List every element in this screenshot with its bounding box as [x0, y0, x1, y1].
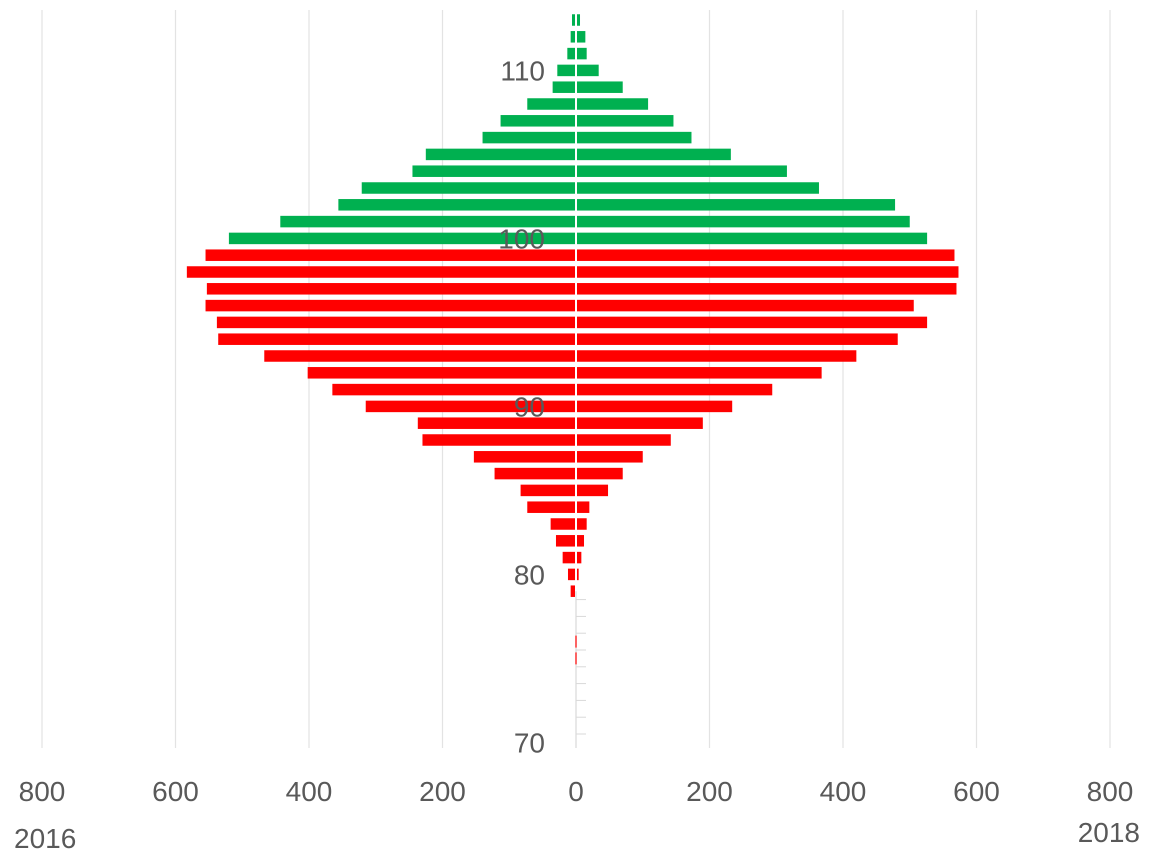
bar-2016-109 — [552, 81, 576, 93]
bar-2018-86 — [576, 467, 623, 480]
bar-2016-111 — [567, 47, 576, 60]
bar-2018-113 — [576, 14, 581, 26]
bar-2016-88 — [422, 434, 576, 446]
y-tick-label-2: 90 — [514, 391, 545, 422]
y-tick-labels: 70 80 90 100 110 — [498, 55, 545, 758]
bar-2018-102 — [576, 199, 896, 211]
bar-2018-96 — [576, 299, 914, 312]
bar-2018-106 — [576, 131, 692, 144]
x-tick-label-5: 200 — [686, 776, 733, 807]
bar-2016-92 — [307, 367, 576, 379]
bar-2016-83 — [550, 518, 576, 530]
bar-2016-80 — [567, 568, 576, 581]
bar-2016-107 — [500, 115, 576, 127]
right-series-label: 2018 — [1078, 817, 1140, 848]
bar-2018-91 — [576, 383, 773, 396]
bar-2018-108 — [576, 98, 649, 110]
bar-2018-95 — [576, 316, 928, 329]
x-tick-label-2: 400 — [286, 776, 333, 807]
bar-2016-93 — [264, 350, 576, 362]
x-tick-label-1: 600 — [152, 776, 199, 807]
x-tick-label-3: 200 — [419, 776, 466, 807]
bar-2018-111 — [576, 47, 587, 60]
bar-2016-81 — [562, 551, 576, 564]
bar-2016-95 — [216, 316, 576, 329]
bar-2016-105 — [425, 148, 576, 161]
x-tick-label-8: 800 — [1087, 776, 1134, 807]
bar-2018-109 — [576, 81, 623, 93]
y-tick-label-1: 80 — [514, 559, 545, 590]
bar-2016-86 — [494, 467, 576, 480]
bar-2016-103 — [361, 182, 576, 194]
bar-2016-89 — [417, 417, 576, 429]
bar-2018-88 — [576, 434, 671, 446]
bar-2016-101 — [280, 215, 576, 228]
bar-2018-107 — [576, 115, 674, 127]
x-tick-label-4: 0 — [568, 776, 584, 807]
x-tick-label-6: 400 — [820, 776, 867, 807]
y-tick-label-0: 70 — [514, 727, 545, 758]
bar-2018-89 — [576, 417, 703, 429]
bar-2016-102 — [338, 199, 576, 211]
bar-2018-101 — [576, 215, 910, 228]
bar-2016-85 — [520, 484, 576, 497]
x-tick-labels: 800 600 400 200 0 200 400 600 800 — [19, 776, 1134, 807]
bars-2016 — [186, 14, 576, 648]
bar-2016-91 — [332, 383, 576, 396]
bar-2016-79 — [570, 585, 576, 597]
bar-2016-96 — [205, 299, 576, 312]
bar-2018-98 — [576, 266, 959, 278]
bar-2018-85 — [576, 484, 609, 497]
bar-2016-108 — [527, 98, 576, 110]
bar-2016-90 — [365, 400, 576, 413]
bar-2018-99 — [576, 249, 955, 261]
gridlines — [41, 10, 1111, 748]
bar-2018-80 — [576, 568, 579, 581]
bar-2018-110 — [576, 64, 599, 77]
bar-2016-94 — [218, 333, 576, 345]
bar-2018-82 — [576, 535, 585, 547]
bar-2018-81 — [576, 551, 582, 564]
bar-2018-87 — [576, 451, 643, 463]
bar-2018-93 — [576, 350, 857, 362]
bar-2018-100 — [576, 232, 928, 245]
bar-2016-97 — [206, 283, 576, 295]
bar-2016-110 — [557, 64, 576, 77]
bar-2018-84 — [576, 501, 590, 513]
bar-2016-99 — [205, 249, 576, 261]
bar-2016-84 — [527, 501, 576, 513]
bar-2016-100 — [228, 232, 576, 245]
bars-2018 — [576, 14, 959, 581]
center-axis — [575, 10, 586, 748]
bar-2018-112 — [576, 31, 586, 43]
y-tick-label-4: 110 — [500, 55, 545, 86]
bar-2018-90 — [576, 400, 733, 413]
bar-2016-106 — [482, 131, 576, 144]
bar-2018-104 — [576, 165, 787, 177]
bar-2016-104 — [412, 165, 576, 177]
left-series-label: 2016 — [14, 823, 76, 854]
bar-2018-97 — [576, 283, 957, 295]
y-tick-label-3: 100 — [498, 223, 545, 254]
bar-2016-113 — [571, 14, 576, 26]
bar-2018-83 — [576, 518, 587, 530]
x-tick-label-0: 800 — [19, 776, 66, 807]
bar-2018-92 — [576, 367, 822, 379]
bar-2016-82 — [555, 535, 576, 547]
x-tick-label-7: 600 — [953, 776, 1000, 807]
bar-2016-87 — [473, 451, 576, 463]
bar-2018-105 — [576, 148, 731, 161]
bar-2016-112 — [570, 31, 576, 43]
bar-2018-94 — [576, 333, 898, 345]
bar-2018-103 — [576, 182, 819, 194]
bar-2016-98 — [186, 266, 576, 278]
